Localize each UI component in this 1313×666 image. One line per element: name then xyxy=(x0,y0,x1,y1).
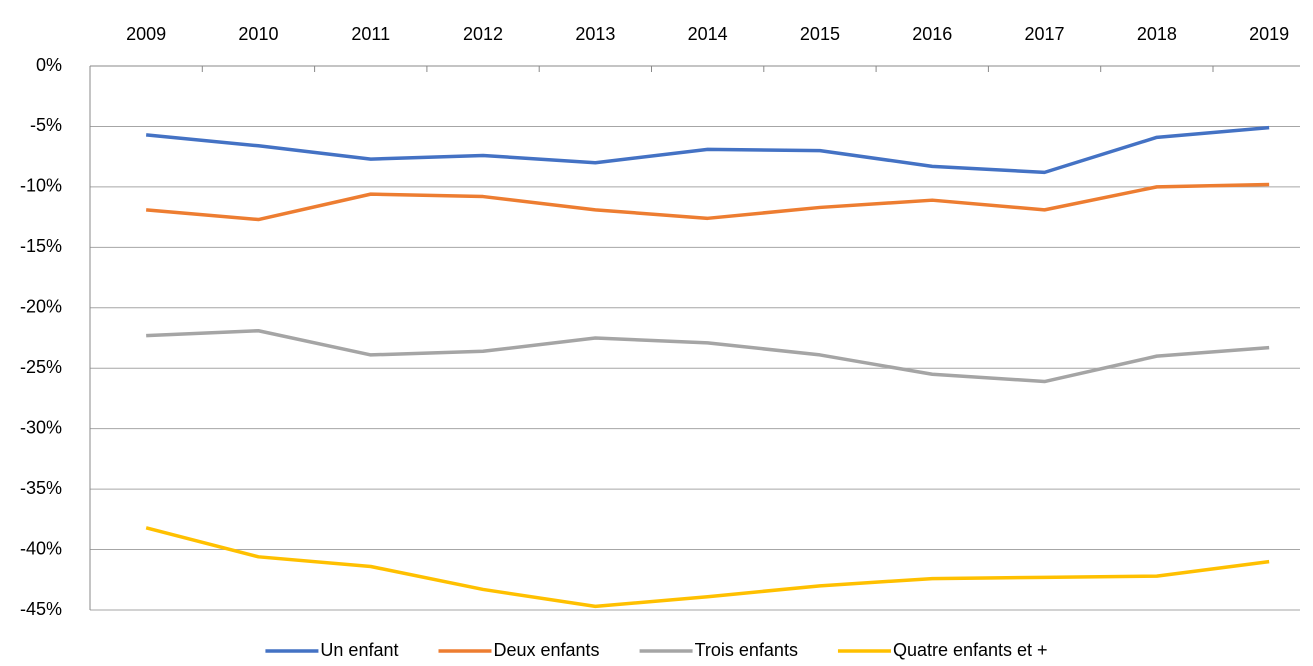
x-tick-label: 2019 xyxy=(1249,24,1289,44)
x-tick-label: 2015 xyxy=(800,24,840,44)
y-tick-label: -5% xyxy=(30,115,62,135)
y-tick-label: 0% xyxy=(36,55,62,75)
x-tick-label: 2013 xyxy=(575,24,615,44)
x-tick-label: 2017 xyxy=(1025,24,1065,44)
x-tick-label: 2011 xyxy=(351,24,390,44)
x-tick-label: 2012 xyxy=(463,24,503,44)
legend-label: Trois enfants xyxy=(695,640,798,660)
y-tick-label: -25% xyxy=(20,357,62,377)
y-tick-label: -30% xyxy=(20,417,62,437)
series-line xyxy=(145,182,1270,222)
y-tick-label: -20% xyxy=(20,297,62,317)
series-line xyxy=(145,125,1270,175)
legend-label: Deux enfants xyxy=(493,640,599,660)
y-tick-label: -10% xyxy=(20,176,62,196)
x-tick-label: 2009 xyxy=(126,24,166,44)
y-tick-label: -45% xyxy=(20,599,62,619)
y-tick-label: -40% xyxy=(20,538,62,558)
x-tick-label: 2014 xyxy=(688,24,728,44)
y-tick-label: -15% xyxy=(20,236,62,256)
y-tick-label: -35% xyxy=(20,478,62,498)
legend-label: Quatre enfants et + xyxy=(893,640,1048,660)
legend-label: Un enfant xyxy=(320,640,398,660)
x-tick-label: 2010 xyxy=(238,24,278,44)
series-line xyxy=(146,328,1270,384)
series-line xyxy=(145,526,1270,609)
x-tick-label: 2016 xyxy=(912,24,952,44)
x-tick-label: 2018 xyxy=(1137,24,1177,44)
